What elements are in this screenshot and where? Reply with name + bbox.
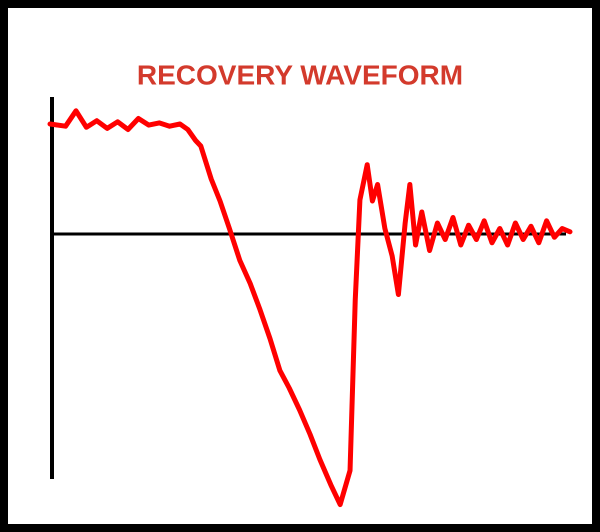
waveform-line: [47, 108, 573, 508]
chart-title: RECOVERY WAVEFORM: [137, 59, 463, 90]
